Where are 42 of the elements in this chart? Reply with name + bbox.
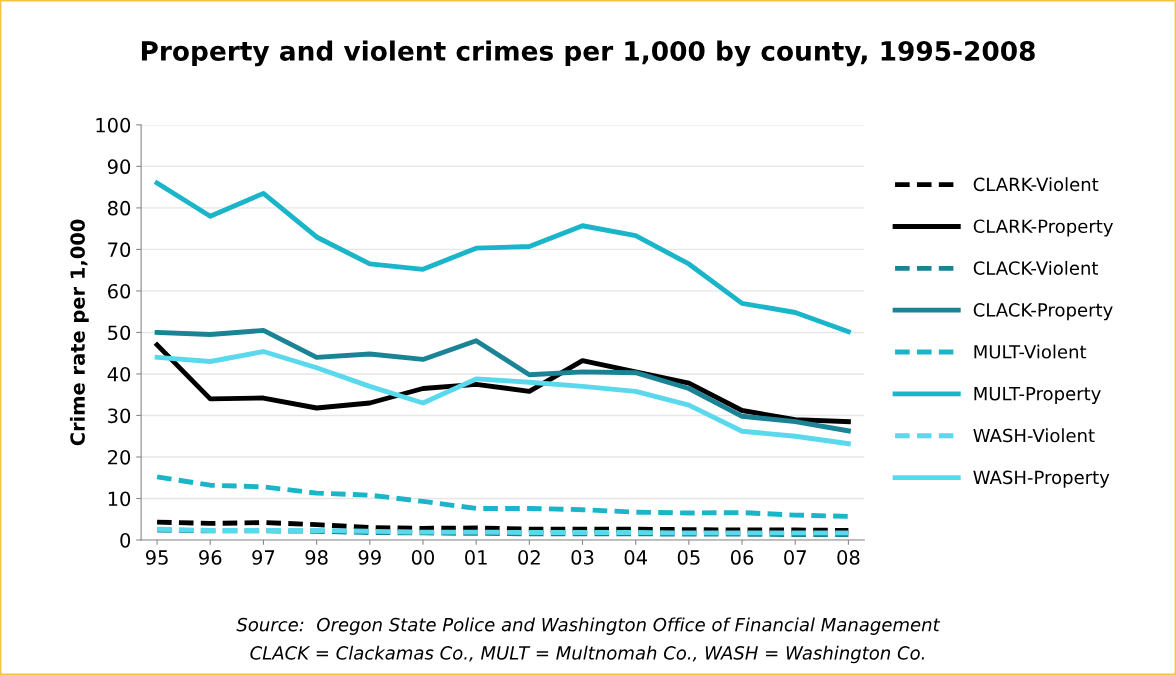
x-tick-label: 98 [305, 550, 328, 565]
x-tick-label: 95 [145, 550, 168, 565]
x-tick-label: 04 [624, 550, 647, 565]
y-tick-label: 100 [96, 117, 131, 133]
legend-label: CLACK-Violent [973, 260, 1099, 275]
x-tick-label: 01 [465, 550, 487, 565]
legend-label: CLARK-Property [973, 219, 1113, 237]
y-tick-label: 90 [107, 159, 131, 175]
x-tick-label: 02 [518, 550, 540, 565]
x-tick-label: 05 [677, 550, 700, 565]
y-tick-label: 30 [108, 408, 131, 424]
line-series [154, 180, 851, 335]
line-series [154, 327, 851, 434]
x-tick-label: 96 [199, 550, 222, 565]
legend-label: MULT-Violent [974, 344, 1087, 359]
x-tick-label: 99 [358, 550, 381, 565]
y-tick-label: 80 [107, 200, 131, 216]
x-tick-label: 97 [252, 550, 275, 565]
legend-label: CLARK-Violent [973, 177, 1099, 192]
y-tick-label: 20 [108, 449, 131, 465]
y-tick-label: 0 [120, 532, 131, 548]
legend-label: MULT-Property [974, 387, 1101, 404]
line-series [154, 474, 851, 519]
y-tick-label: 10 [108, 491, 131, 507]
x-tick-label: 03 [571, 550, 594, 565]
y-tick-label: 50 [108, 325, 131, 341]
line-series [154, 519, 851, 533]
legend-label: WASH-Property [973, 470, 1110, 488]
line-series [154, 349, 851, 447]
x-tick-label: 08 [837, 550, 860, 565]
y-axis-title: Crime rate per 1,000 [69, 219, 89, 446]
legend-label: WASH-Violent [973, 428, 1095, 443]
source-note: Source: Oregon State Police and Washington Office of Financial Management [236, 617, 941, 635]
y-tick-label: 70 [108, 242, 131, 258]
text: CLACK = Clackamas Co., MULT = Multnomah Co., WASH = Washington Co. [250, 645, 925, 664]
legend-label: CLACK-Property [973, 303, 1113, 321]
x-tick-label: 07 [784, 550, 806, 565]
y-tick-label: 40 [107, 366, 131, 382]
y-tick-label: 60 [108, 283, 131, 299]
x-tick-label: 00 [411, 550, 435, 565]
chart-title: Property and violent crimes per 1,000 by county, 1995-2008 [141, 40, 1035, 67]
x-tick-label: 06 [730, 550, 754, 565]
